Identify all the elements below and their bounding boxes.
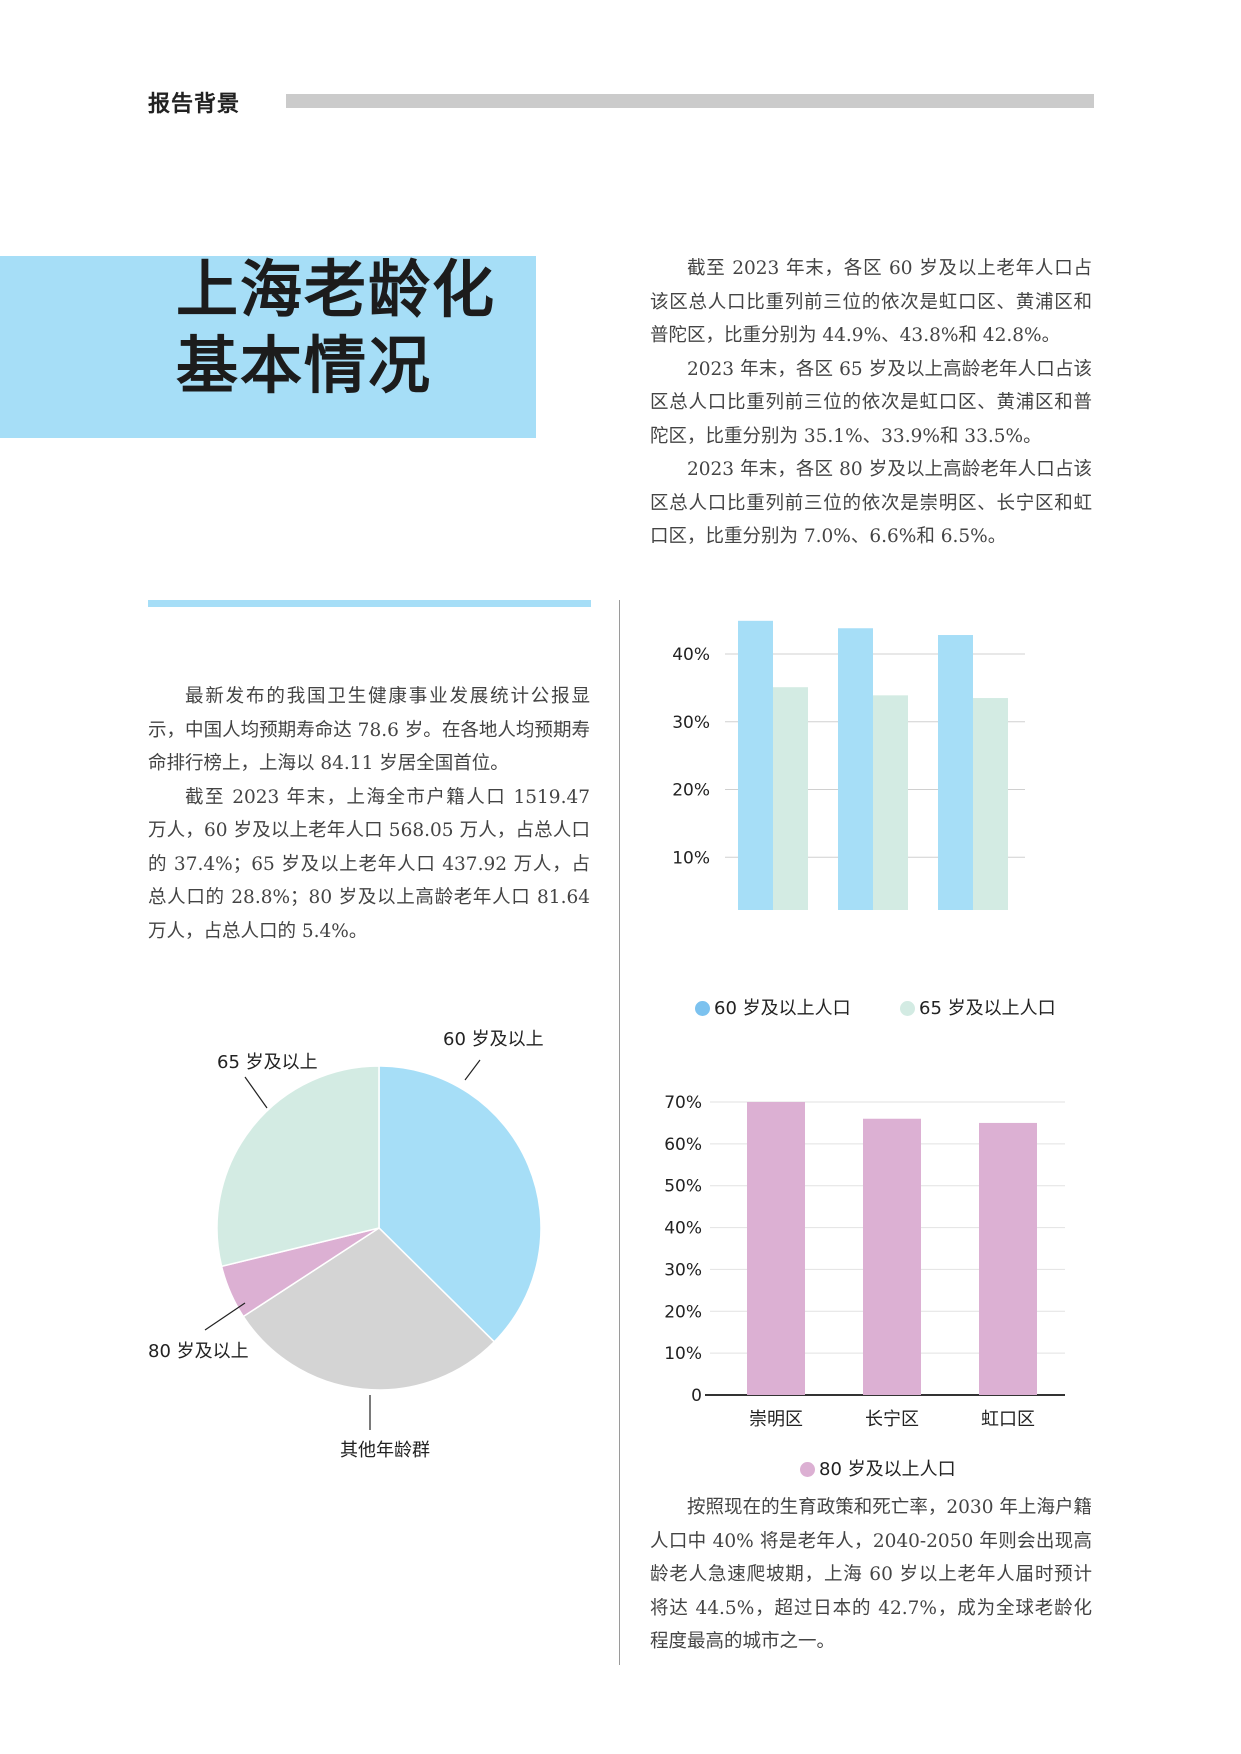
pie-slice — [242, 1227, 496, 1391]
pie-slice — [216, 1065, 380, 1268]
bottom-text-block: 按照现在的生育政策和死亡率，2030 年上海户籍人口中 40% 将是老年人，20… — [650, 1491, 1092, 1659]
legend-label: 60 岁及以上人口 — [714, 998, 851, 1019]
bar-chart-80: 0 10% 20% 30% 40% 50% 60% 70% 崇明区 长宁区 虹口区 — [664, 1093, 1065, 1430]
bar — [979, 1122, 1037, 1395]
bar — [738, 620, 773, 910]
legend-marker — [900, 1001, 915, 1016]
legend-item: 60 岁及以上人口 — [695, 994, 851, 1020]
bar — [938, 635, 973, 910]
pie-slice — [378, 1065, 542, 1343]
title-background — [0, 256, 536, 438]
x-tick-label: 崇明区 — [749, 1409, 803, 1430]
pie-label: 其他年龄群 — [340, 1440, 430, 1461]
paragraph: 2023 年末，各区 80 岁及以上高龄老年人口占该区总人口比重列前三位的依次是… — [650, 459, 1092, 547]
page-title-line-2: 基本情况 — [176, 329, 433, 402]
bar — [773, 687, 808, 910]
legend-label: 65 岁及以上人口 — [919, 998, 1056, 1019]
paragraph: 截至 2023 年末，上海全市户籍人口 1519.47 万人，60 岁及以上老年… — [148, 786, 590, 942]
y-tick-label: 70% — [664, 1093, 702, 1113]
y-tick-label: 60% — [664, 1135, 702, 1155]
legend-label: 80 岁及以上人口 — [819, 1459, 956, 1480]
chart2-legend: 80 岁及以上人口 — [800, 1455, 1000, 1481]
legend-marker — [695, 1001, 710, 1016]
bar — [838, 628, 873, 910]
y-tick-label: 10% — [672, 848, 710, 868]
chart1-legend: 60 岁及以上人口 65 岁及以上人口 — [695, 994, 1115, 1020]
paragraph: 2023 年末，各区 65 岁及以上高龄老年人口占该区总人口比重列前三位的依次是… — [650, 358, 1092, 447]
legend-item: 65 岁及以上人口 — [900, 994, 1056, 1020]
section-label: 报告背景 — [148, 91, 241, 117]
y-tick-label: 50% — [664, 1177, 702, 1197]
leader-line — [204, 1302, 246, 1331]
y-tick-label: 20% — [672, 781, 710, 801]
legend-item: 80 岁及以上人口 — [800, 1455, 956, 1481]
leader-line — [464, 1059, 481, 1081]
paragraph: 按照现在的生育政策和死亡率，2030 年上海户籍人口中 40% 将是老年人，20… — [650, 1497, 1092, 1652]
y-tick-label: 20% — [664, 1302, 702, 1322]
right-text-block: 截至 2023 年末，各区 60 岁及以上老年人口占该区总人口比重列前三位的依次… — [650, 252, 1092, 554]
leader-line — [244, 1076, 268, 1109]
left-text-block: 最新发布的我国卫生健康事业发展统计公报显示，中国人均预期寿命达 78.6 岁。在… — [148, 680, 590, 948]
bar — [863, 1118, 921, 1395]
legend-marker — [800, 1462, 815, 1477]
bar — [873, 695, 908, 910]
column-divider — [619, 600, 620, 1665]
y-tick-label: 40% — [664, 1219, 702, 1239]
y-tick-label: 30% — [664, 1260, 702, 1280]
page-title: 上海老龄化 基本情况 — [176, 252, 496, 404]
header-bar — [286, 94, 1094, 108]
bar — [973, 698, 1008, 910]
paragraph: 截至 2023 年末，各区 60 岁及以上老年人口占该区总人口比重列前三位的依次… — [650, 258, 1092, 346]
pie-label: 80 岁及以上 — [148, 1341, 249, 1362]
y-tick-label: 40% — [672, 645, 710, 665]
y-tick-label: 10% — [664, 1344, 702, 1364]
bar-chart-60-65: 010%20%30%40%虹口区黄浦区普陀区 — [672, 620, 1025, 910]
y-tick-label: 30% — [672, 713, 710, 733]
x-tick-label: 长宁区 — [865, 1409, 919, 1430]
page-title-line-1: 上海老龄化 — [176, 253, 497, 326]
pie-label: 65 岁及以上 — [217, 1052, 318, 1073]
x-tick-label: 虹口区 — [981, 1409, 1035, 1430]
bar — [747, 1102, 805, 1395]
y-tick-label: 0 — [691, 1386, 702, 1406]
pie-label: 60 岁及以上 — [443, 1029, 544, 1050]
paragraph: 最新发布的我国卫生健康事业发展统计公报显示，中国人均预期寿命达 78.6 岁。在… — [148, 686, 590, 774]
section-divider — [148, 600, 591, 607]
